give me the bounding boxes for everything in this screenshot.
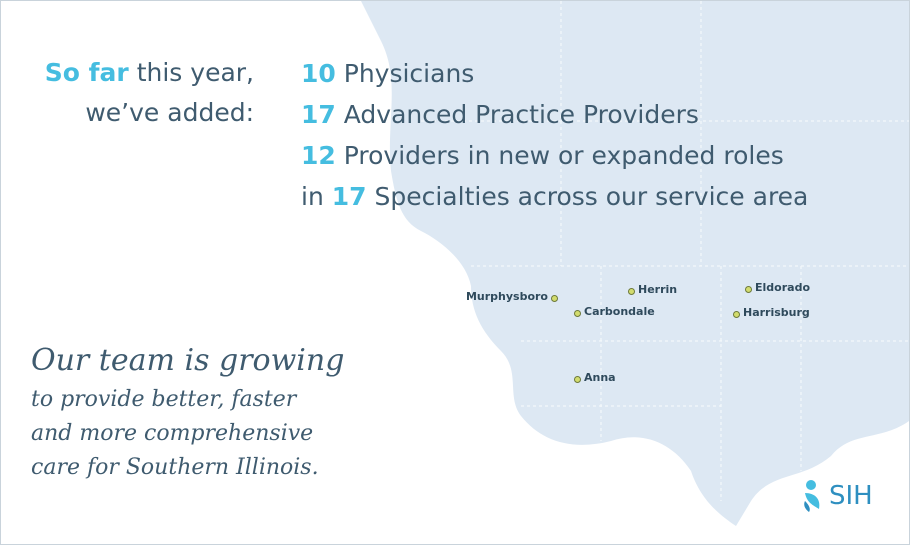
stat-row: 17 Advanced Practice Providers (301, 94, 808, 135)
intro-highlight: So far (44, 58, 129, 87)
stat-text: Specialties across our service area (366, 182, 809, 211)
stats: 10 Physicians 17 Advanced Practice Provid… (301, 53, 808, 217)
tagline-line: to provide better, faster (31, 387, 297, 412)
intro: So far this year, we’ve added: (45, 53, 254, 133)
stat-row: 10 Physicians (301, 53, 808, 94)
stat-text: Physicians (335, 59, 475, 88)
logo: SIH (801, 479, 873, 513)
stat-row: 12 Providers in new or expanded roles (301, 135, 808, 176)
city-dot (551, 295, 558, 302)
city-dot (733, 311, 740, 318)
stat-number: 17 (301, 100, 336, 129)
city-dot (574, 310, 581, 317)
tagline-line: care for Southern Illinois. (31, 455, 319, 480)
stat-number: 12 (301, 141, 336, 170)
city-dot (745, 286, 752, 293)
logo-text: SIH (829, 481, 873, 511)
stat-prefix: in (301, 182, 332, 211)
city-label: Eldorado (755, 281, 810, 294)
logo-icon (804, 480, 820, 512)
city-label: Carbondale (584, 305, 655, 318)
stat-number: 10 (301, 59, 336, 88)
intro-text: this year, (128, 58, 254, 87)
stat-number: 17 (331, 182, 367, 211)
stat-row: in 17 Specialties across our service are… (301, 176, 808, 217)
city-label: Herrin (638, 283, 678, 296)
intro-text: we’ve added: (85, 98, 254, 127)
stat-text: Advanced Practice Providers (335, 100, 699, 129)
tagline-headline: Our team is growing (31, 343, 345, 378)
city-label: Murphysboro (465, 290, 548, 303)
city-dot (628, 288, 635, 295)
tagline-line: and more comprehensive (31, 421, 314, 446)
stat-text: Providers in new or expanded roles (335, 141, 784, 170)
city-dot (574, 376, 581, 383)
city-label: Harrisburg (743, 306, 810, 319)
tagline: Our team is growing to provide better, f… (31, 339, 344, 485)
city-label: Anna (584, 371, 616, 384)
